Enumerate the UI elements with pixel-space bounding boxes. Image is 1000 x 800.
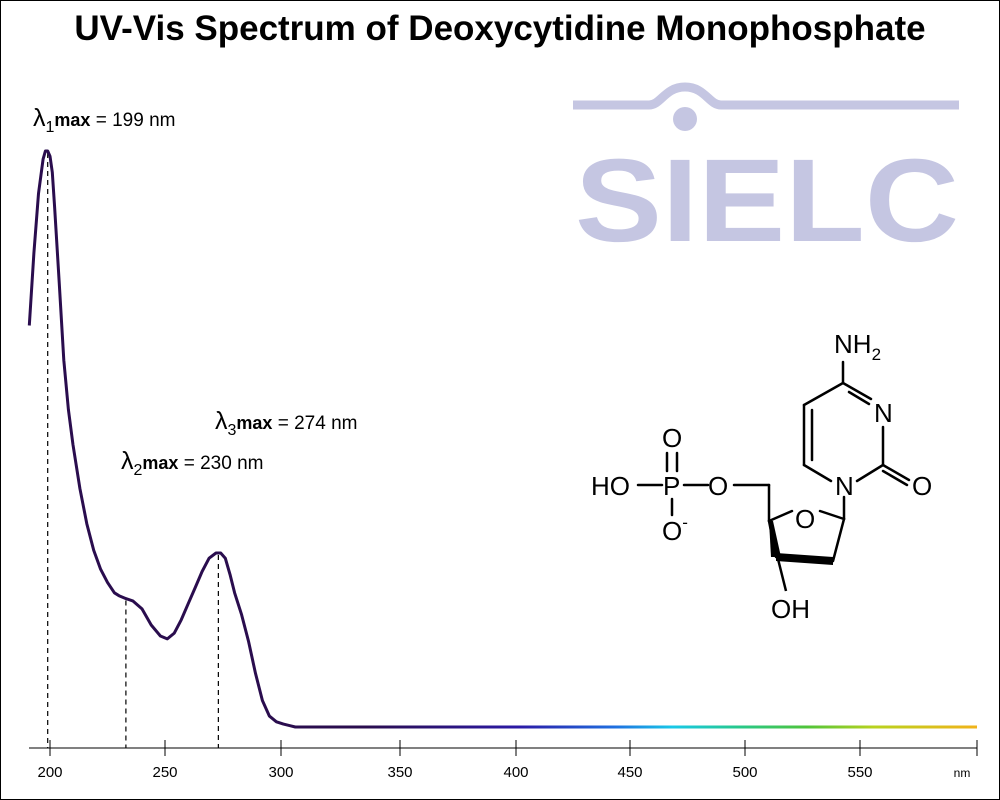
atom-nh2: NH2	[834, 329, 881, 364]
peak-drop-lines	[47, 153, 219, 748]
sielc-logo: SIELC	[573, 82, 959, 267]
atom-o-top: O	[662, 423, 682, 453]
peak-2-label: λ2max = 230 nm	[121, 447, 263, 480]
atom-n1: N	[835, 471, 854, 501]
atom-p: P	[663, 471, 680, 501]
max-label: max	[54, 110, 91, 130]
max-label: max	[142, 453, 179, 473]
x-tick-label-350: 350	[387, 764, 412, 781]
logo-dot	[673, 107, 697, 131]
atom-o-ring: O	[795, 504, 815, 534]
peak-1-label: λ1max = 199 nm	[33, 104, 175, 137]
logo-swoosh	[573, 82, 959, 110]
lambda-symbol: λ	[215, 407, 228, 435]
atom-oh-sugar: OH	[771, 594, 810, 624]
dcmp-structure	[636, 360, 911, 563]
x-axis-tick-labels: 200 250 300 350 400 450 500 550	[37, 764, 872, 781]
max-label: max	[236, 413, 273, 433]
peak-index: 3	[227, 422, 237, 439]
lambda-symbol: λ	[121, 447, 134, 475]
x-axis-ticks	[49, 740, 861, 756]
atom-o-carbonyl: O	[912, 471, 932, 501]
logo-text: SIELC	[575, 135, 959, 267]
x-tick-label-550: 550	[847, 764, 872, 781]
dcmp-atom-labels: NH2 N N O O OH O P HO O O-	[591, 329, 932, 624]
peak-value: = 199 nm	[90, 110, 176, 131]
atom-o-minus: O-	[662, 513, 688, 546]
x-tick-label-200: 200	[37, 764, 62, 781]
peak-index: 2	[133, 462, 143, 479]
atom-n3: N	[874, 398, 893, 428]
peak-index: 1	[45, 119, 55, 136]
spectrum-line	[27, 149, 977, 729]
chart-title: UV-Vis Spectrum of Deoxycytidine Monopho…	[74, 9, 926, 48]
peak-value: = 274 nm	[272, 413, 358, 434]
x-tick-label-400: 400	[503, 764, 528, 781]
x-tick-label-500: 500	[732, 764, 757, 781]
x-axis-unit: nm	[954, 766, 971, 780]
x-tick-label-300: 300	[268, 764, 293, 781]
x-tick-label-450: 450	[617, 764, 642, 781]
lambda-symbol: λ	[33, 104, 46, 132]
atom-o-link: O	[708, 471, 728, 501]
peak-value: = 230 nm	[178, 453, 264, 474]
dcmp-bold-bonds	[769, 521, 833, 592]
x-tick-label-250: 250	[152, 764, 177, 781]
atom-ho: HO	[591, 471, 630, 501]
peak-3-label: λ3max = 274 nm	[215, 407, 357, 440]
